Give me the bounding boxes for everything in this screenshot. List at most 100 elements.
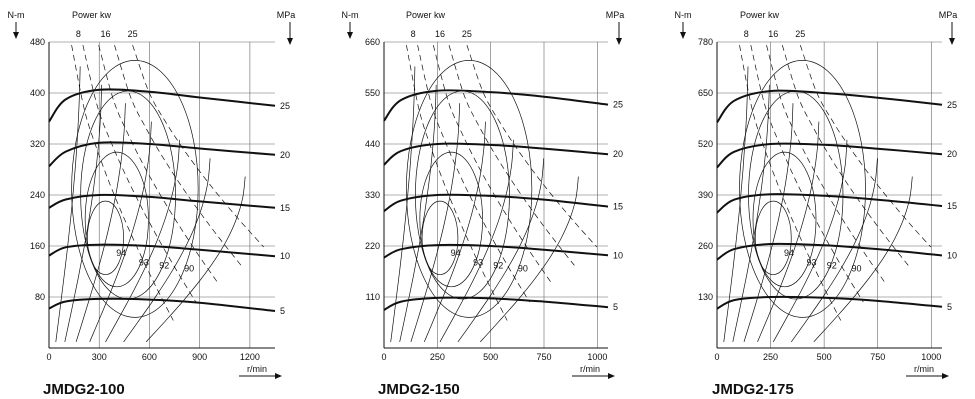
model-title: JMDG2-175 [712, 381, 794, 398]
efficiency-label: 93 [139, 257, 149, 267]
y-unit-arrow-head [13, 32, 19, 39]
speed-curve [743, 103, 794, 343]
y-tick-label: 660 [365, 37, 380, 47]
efficiency-label: 94 [784, 248, 794, 258]
efficiency-label: 92 [827, 260, 837, 270]
pressure-value-label: 10 [613, 250, 623, 260]
pressure-value-label: 20 [280, 150, 290, 160]
power-value-label: 8 [411, 29, 416, 39]
efficiency-contour [739, 60, 866, 318]
pressure-value-label: 25 [613, 100, 623, 110]
chart-panel: 0 300 600 900 1200 480 400 320 240 160 80 N-m MPa r/m… [8, 10, 296, 398]
pressure-unit-arrow-head [949, 38, 955, 45]
power-curve [406, 45, 508, 321]
y-unit-label: N-m [8, 10, 25, 20]
x-tick-label: 750 [536, 352, 551, 362]
efficiency-contour [754, 200, 792, 275]
efficiency-label: 94 [451, 248, 461, 258]
efficiency-label: 94 [116, 248, 126, 258]
pressure-value-label: 25 [947, 100, 957, 110]
efficiency-label: 90 [184, 264, 194, 274]
speed-curve [457, 158, 545, 343]
speed-curve [410, 103, 461, 343]
power-value-label: 8 [76, 29, 81, 39]
power-curve [781, 44, 909, 266]
power-curve [132, 44, 264, 248]
pressure-value-label: 15 [613, 202, 623, 212]
pressure-curve [48, 243, 276, 258]
pressure-curve [716, 89, 943, 124]
power-curve [82, 45, 197, 303]
pressure-curve [716, 142, 943, 169]
pressure-curve [383, 142, 609, 166]
y-tick-label: 330 [365, 190, 380, 200]
power-curve [466, 44, 598, 248]
power-curve [799, 44, 932, 248]
pressure-unit-arrow-head [616, 38, 622, 45]
x-tick-label: 0 [46, 352, 51, 362]
efficiency-label: 92 [159, 260, 169, 270]
y-tick-label: 320 [30, 139, 45, 149]
x-tick-label: 900 [192, 352, 207, 362]
efficiency-contour [419, 151, 483, 288]
x-tick-label: 500 [483, 352, 498, 362]
power-curve [114, 44, 242, 266]
pressure-curve [48, 88, 276, 123]
pressure-value-label: 5 [947, 302, 952, 312]
x-tick-label: 300 [92, 352, 107, 362]
speed-curve [772, 139, 848, 343]
speed-curve [757, 121, 820, 343]
pressure-curve [383, 89, 609, 122]
y-tick-label: 220 [365, 241, 380, 251]
y-tick-label: 400 [30, 88, 45, 98]
power-value-label: 25 [128, 29, 138, 39]
pressure-unit-label: MPa [939, 10, 958, 20]
power-curve [417, 45, 530, 303]
power-curve [432, 45, 553, 284]
pressure-unit-label: MPa [606, 10, 625, 20]
power-curve [98, 45, 219, 284]
y-tick-label: 520 [698, 139, 713, 149]
pressure-value-label: 20 [613, 149, 623, 159]
efficiency-contour [406, 60, 533, 318]
power-axis-label: Power kw [740, 10, 780, 20]
x-tick-label: 750 [870, 352, 885, 362]
power-value-label: 16 [768, 29, 778, 39]
power-value-label: 16 [100, 29, 110, 39]
x-tick-label: 600 [142, 352, 157, 362]
pressure-value-label: 15 [947, 201, 957, 211]
efficiency-contour [84, 151, 149, 288]
efficiency-contour [421, 200, 459, 275]
y-tick-label: 480 [30, 37, 45, 47]
pressure-value-label: 10 [947, 250, 957, 260]
x-unit-label: r/min [914, 364, 934, 374]
power-curve [448, 44, 575, 266]
speed-curve [423, 121, 486, 343]
chart-panel: 0 250 500 750 1000 660 550 440 330 220 110 N-m MPa r/… [342, 10, 625, 398]
power-axis-label: Power kw [72, 10, 112, 20]
y-tick-label: 130 [698, 292, 713, 302]
power-axis-label: Power kw [406, 10, 446, 20]
power-curve [766, 45, 887, 284]
pressure-curve [716, 295, 943, 310]
speed-curve [791, 158, 878, 343]
pressure-curve [48, 141, 276, 168]
pressure-value-label: 5 [280, 306, 285, 316]
x-unit-label: r/min [580, 364, 600, 374]
y-tick-label: 650 [698, 88, 713, 98]
efficiency-label: 92 [493, 260, 503, 270]
x-tick-label: 0 [381, 352, 386, 362]
speed-curve [439, 139, 514, 343]
pressure-value-label: 10 [280, 251, 290, 261]
y-unit-label: N-m [675, 10, 692, 20]
pressure-unit-label: MPa [277, 10, 296, 20]
speed-curve [399, 84, 437, 342]
pressure-curve [383, 296, 609, 311]
y-tick-label: 110 [366, 292, 380, 302]
y-unit-arrow-head [347, 32, 353, 39]
y-tick-label: 80 [35, 292, 45, 302]
pressure-value-label: 5 [613, 302, 618, 312]
power-value-label: 16 [435, 29, 445, 39]
x-tick-label: 1000 [587, 352, 607, 362]
speed-curve [145, 176, 246, 343]
